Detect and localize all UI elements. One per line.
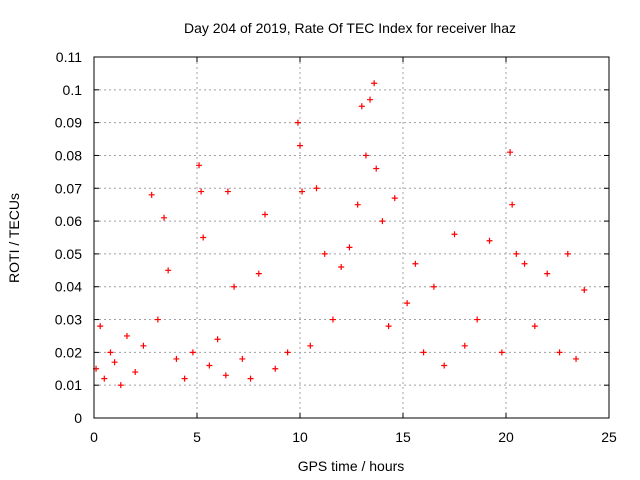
data-point: [486, 237, 493, 244]
data-point: [165, 267, 172, 274]
data-point: [123, 332, 130, 339]
y-tick-label: 0.07: [55, 180, 82, 196]
data-point: [107, 349, 114, 356]
data-point: [367, 96, 374, 103]
data-point: [385, 323, 392, 330]
axis-ticks: [93, 56, 610, 419]
data-point: [189, 349, 196, 356]
data-point: [239, 355, 246, 362]
data-point: [461, 342, 468, 349]
data-point: [224, 188, 231, 195]
data-point: [412, 260, 419, 267]
data-point: [117, 382, 124, 389]
data-point: [200, 234, 207, 241]
y-tick-label: 0.09: [55, 115, 82, 131]
grid-layer: [94, 57, 609, 418]
data-point: [294, 119, 301, 126]
data-point: [474, 316, 481, 323]
data-point: [521, 260, 528, 267]
data-point: [373, 165, 380, 172]
y-tick-label: 0.1: [63, 82, 83, 98]
data-point: [132, 369, 139, 376]
data-point: [338, 264, 345, 271]
data-point: [196, 162, 203, 169]
data-point: [513, 250, 520, 257]
data-point: [222, 372, 229, 379]
data-point: [362, 152, 369, 159]
x-tick-label: 0: [90, 429, 98, 445]
data-point: [154, 316, 161, 323]
data-point: [507, 149, 514, 156]
data-point: [101, 375, 108, 382]
data-point: [379, 218, 386, 225]
data-point: [140, 342, 147, 349]
data-point: [556, 349, 563, 356]
data-point: [313, 185, 320, 192]
plot-frame: [93, 56, 610, 419]
y-tick-label: 0.02: [55, 344, 82, 360]
data-point: [581, 287, 588, 294]
data-point: [564, 250, 571, 257]
data-point: [358, 103, 365, 110]
data-point: [509, 201, 516, 208]
data-point: [111, 359, 118, 366]
data-point: [321, 250, 328, 257]
data-point: [97, 323, 104, 330]
y-tick-label: 0.11: [56, 49, 82, 65]
y-tick-label: 0.01: [55, 377, 82, 393]
chart-title: Day 204 of 2019, Rate Of TEC Index for r…: [184, 20, 516, 36]
data-point: [231, 283, 238, 290]
data-point: [404, 300, 411, 307]
data-point: [354, 201, 361, 208]
data-point: [371, 80, 378, 87]
data-point: [451, 231, 458, 238]
y-tick-label: 0.03: [55, 312, 82, 328]
data-point: [206, 362, 213, 369]
data-point: [391, 195, 398, 202]
data-point: [307, 342, 314, 349]
data-point: [531, 323, 538, 330]
y-tick-label: 0: [74, 410, 82, 426]
y-tick-label: 0.06: [55, 213, 82, 229]
y-axis-label: ROTI / TECUs: [6, 193, 22, 283]
data-point: [498, 349, 505, 356]
data-point: [441, 362, 448, 369]
y-tick-label: 0.05: [55, 246, 82, 262]
data-point: [255, 270, 262, 277]
data-point: [420, 349, 427, 356]
data-point: [297, 142, 303, 149]
x-tick-label: 5: [193, 429, 201, 445]
x-tick-label: 10: [292, 429, 308, 445]
data-point: [161, 214, 168, 221]
data-point: [247, 375, 254, 382]
x-tick-label: 25: [601, 429, 617, 445]
data-point: [148, 191, 155, 198]
data-point: [573, 355, 580, 362]
data-point: [544, 270, 551, 277]
data-points: [93, 80, 588, 389]
data-point: [284, 349, 291, 356]
data-point: [173, 355, 180, 362]
data-point: [329, 316, 336, 323]
y-tick-label: 0.04: [55, 279, 82, 295]
x-tick-label: 20: [498, 429, 514, 445]
tick-labels: 0 0.01 0.02 0.03 0.04 0.05 0.06 0.07 0.08 0.09 0.1…: [55, 49, 617, 445]
data-point: [181, 375, 188, 382]
data-point: [346, 244, 353, 251]
data-point: [198, 188, 205, 195]
data-point: [261, 211, 268, 218]
y-tick-label: 0.08: [55, 147, 82, 163]
data-point: [272, 365, 279, 372]
data-point: [430, 283, 437, 290]
x-tick-label: 15: [395, 429, 411, 445]
data-point: [214, 336, 221, 343]
x-axis-label: GPS time / hours: [298, 458, 405, 474]
data-point: [299, 188, 306, 195]
